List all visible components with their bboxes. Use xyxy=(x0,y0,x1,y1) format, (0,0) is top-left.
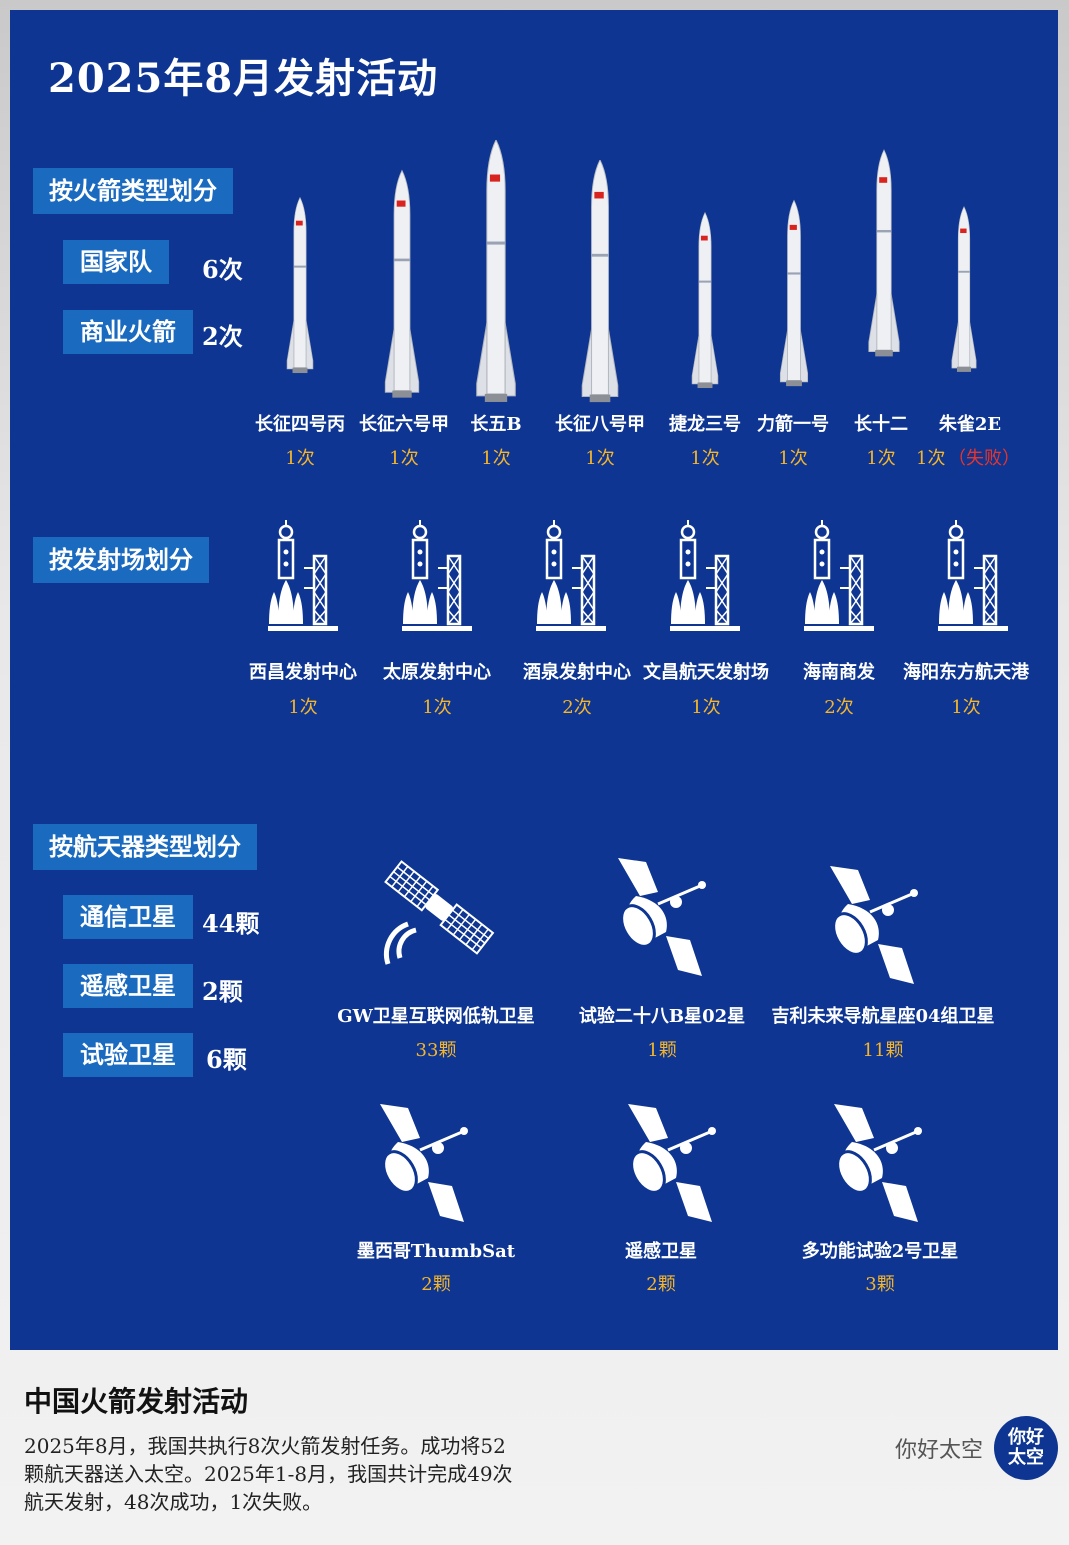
site-count: 1次 xyxy=(288,697,318,718)
site-count: 1次 xyxy=(691,697,721,718)
page-title: 2025年8月发射活动 xyxy=(48,55,439,102)
spacecraft-count: 3颗 xyxy=(865,1274,895,1295)
launch-tower-icon xyxy=(402,518,472,638)
launch-tower-icon xyxy=(268,518,338,638)
spacecraft-name: 遥感卫星 xyxy=(625,1241,697,1262)
section-header-rocket-type: 按火箭类型划分 xyxy=(33,168,233,214)
rocket-fail-note: （失败） xyxy=(948,448,1020,469)
spacecraft-name: 多功能试验2号卫星 xyxy=(801,1241,959,1262)
spacecraft-count: 33颗 xyxy=(415,1040,457,1061)
spacecraft-name: GW卫星互联网低轨卫星 xyxy=(337,1006,535,1027)
satellite-dish-icon xyxy=(610,852,710,982)
rocket-name: 长征四号丙 xyxy=(255,414,345,435)
group-count-commercial: 2次 xyxy=(202,322,243,351)
spacecraft-name: 墨西哥ThumbSat xyxy=(356,1241,516,1262)
site-name: 海南商发 xyxy=(803,662,875,683)
brand-name: 你好太空 xyxy=(895,1438,984,1463)
launch-tower-icon xyxy=(670,518,740,638)
rocket-image-cz8a xyxy=(574,160,626,404)
group-count-national: 6次 xyxy=(202,255,243,284)
rocket-image-lijian1 xyxy=(776,184,812,404)
rocket-count: 1次 xyxy=(916,448,946,469)
rocket-count: 1次 xyxy=(389,448,419,469)
group-count-remote-sensing: 2颗 xyxy=(202,977,243,1006)
section-header-launch-site: 按发射场划分 xyxy=(33,537,209,583)
rocket-image-cz12 xyxy=(864,104,904,404)
site-name: 太原发射中心 xyxy=(383,662,491,683)
group-label-remote-sensing: 遥感卫星 xyxy=(63,964,193,1008)
site-name: 酒泉发射中心 xyxy=(523,662,631,683)
rocket-count: 1次 xyxy=(585,448,615,469)
brand-logo: 你好太空 xyxy=(994,1416,1058,1480)
footer-description: 2025年8月，我国共执行8次火箭发射任务。成功将52颗航天器送入太空。2025… xyxy=(24,1434,513,1514)
launch-tower-icon xyxy=(536,518,606,638)
rocket-name: 长十二 xyxy=(854,414,908,435)
satellite-dish-icon xyxy=(620,1098,720,1228)
group-count-experimental: 6颗 xyxy=(206,1045,247,1074)
satellite-dish-icon xyxy=(372,1098,472,1228)
spacecraft-name: 试验二十八B星02星 xyxy=(578,1006,746,1027)
rocket-name: 长征八号甲 xyxy=(555,414,645,435)
rocket-image-cz5b xyxy=(466,140,526,404)
group-count-communication: 44颗 xyxy=(202,909,260,938)
rocket-image-cz6a xyxy=(380,166,424,404)
launch-tower-icon xyxy=(938,518,1008,638)
group-label-experimental: 试验卫星 xyxy=(63,1033,193,1077)
rocket-image-jielong3 xyxy=(688,198,722,404)
site-count: 2次 xyxy=(824,697,854,718)
satellite-dish-icon xyxy=(822,860,922,990)
group-label-commercial: 商业火箭 xyxy=(63,310,193,354)
site-name: 西昌发射中心 xyxy=(249,662,357,683)
rocket-count: 1次 xyxy=(481,448,511,469)
spacecraft-count: 1颗 xyxy=(647,1040,677,1061)
rocket-image-cz4c xyxy=(283,168,317,404)
rocket-name: 长五B xyxy=(470,414,522,435)
launch-tower-icon xyxy=(804,518,874,638)
group-label-communication: 通信卫星 xyxy=(63,895,193,939)
footer-title: 中国火箭发射活动 xyxy=(24,1385,249,1418)
rocket-name: 捷龙三号 xyxy=(669,414,741,435)
spacecraft-count: 2颗 xyxy=(421,1274,451,1295)
rocket-count: 1次 xyxy=(285,448,315,469)
site-count: 2次 xyxy=(562,697,592,718)
rocket-count: 1次 xyxy=(690,448,720,469)
brand-logo-text: 你好太空 xyxy=(1008,1427,1044,1468)
spacecraft-count: 2颗 xyxy=(646,1274,676,1295)
rocket-count: 1次 xyxy=(778,448,808,469)
group-label-national: 国家队 xyxy=(63,240,169,284)
satellite-dish-icon xyxy=(826,1098,926,1228)
rocket-count: 1次 xyxy=(866,448,896,469)
rocket-name: 朱雀2E xyxy=(938,414,1002,435)
spacecraft-name: 吉利未来导航星座04组卫星 xyxy=(771,1006,995,1027)
site-name: 文昌航天发射场 xyxy=(643,662,769,683)
rocket-name: 长征六号甲 xyxy=(359,414,449,435)
site-count: 1次 xyxy=(422,697,452,718)
spacecraft-count: 11颗 xyxy=(862,1040,904,1061)
internet-satellite-icon xyxy=(383,860,495,965)
site-name: 海阳东方航天港 xyxy=(903,662,1029,683)
section-header-spacecraft-type: 按航天器类型划分 xyxy=(33,824,257,870)
rocket-image-zhuque2e xyxy=(948,176,980,404)
site-count: 1次 xyxy=(951,697,981,718)
rocket-name: 力箭一号 xyxy=(757,414,829,435)
